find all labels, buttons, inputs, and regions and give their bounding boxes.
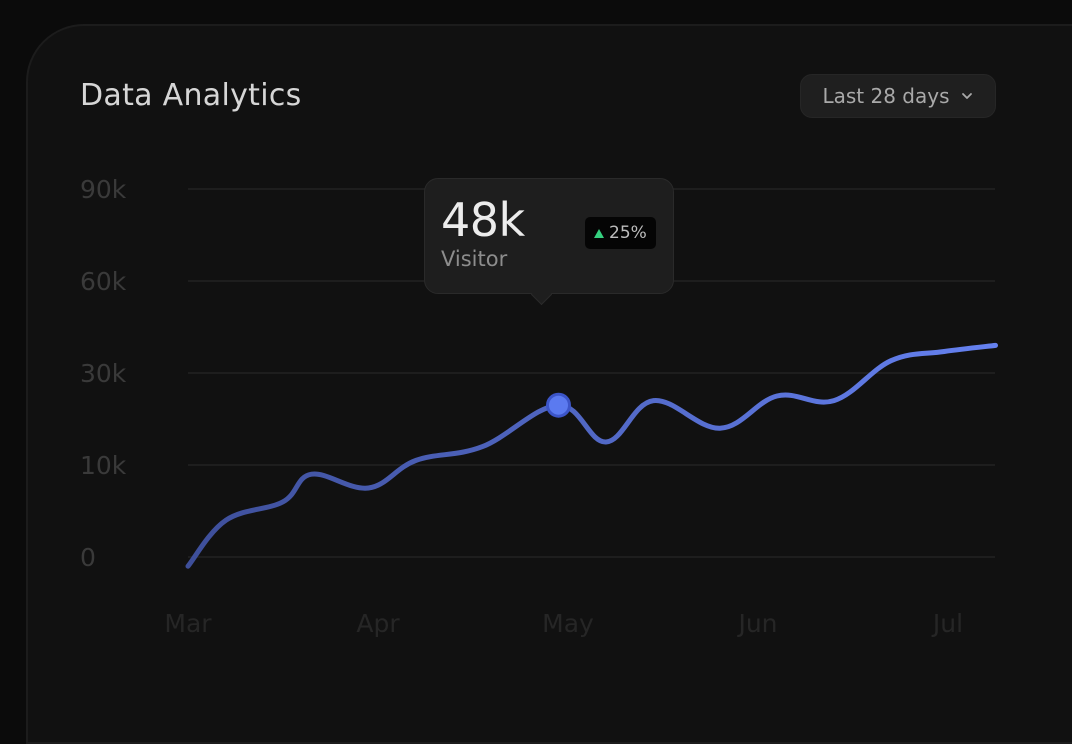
tooltip-value: 48k [441,193,525,247]
y-tick-label: 30k [80,359,127,388]
change-badge: 25% [585,217,656,249]
x-tick-label: Apr [356,609,400,638]
card-title: Data Analytics [80,78,302,113]
series-line [185,342,998,569]
tooltip-label: Visitor [441,247,508,271]
date-range-dropdown[interactable]: Last 28 days [800,74,996,118]
chevron-down-icon [961,93,972,99]
y-tick-label: 0 [80,543,96,572]
x-tick-label: May [542,609,594,638]
trend-up-icon [594,228,604,238]
analytics-card [26,24,1072,744]
y-tick-label: 90k [80,175,127,204]
tooltip: 48k Visitor 25% [424,178,674,294]
y-tick-label: 60k [80,267,127,296]
y-tick-label: 10k [80,451,127,480]
highlight-point[interactable] [546,392,571,418]
change-value: 25% [609,223,647,243]
date-range-label: Last 28 days [822,84,950,108]
line-chart: 90k 60k 30k 10k 0 Mar Apr May Jun Jul [80,175,998,638]
x-tick-label: Mar [164,609,212,638]
x-tick-label: Jul [931,609,963,638]
x-tick-label: Jun [736,609,777,638]
